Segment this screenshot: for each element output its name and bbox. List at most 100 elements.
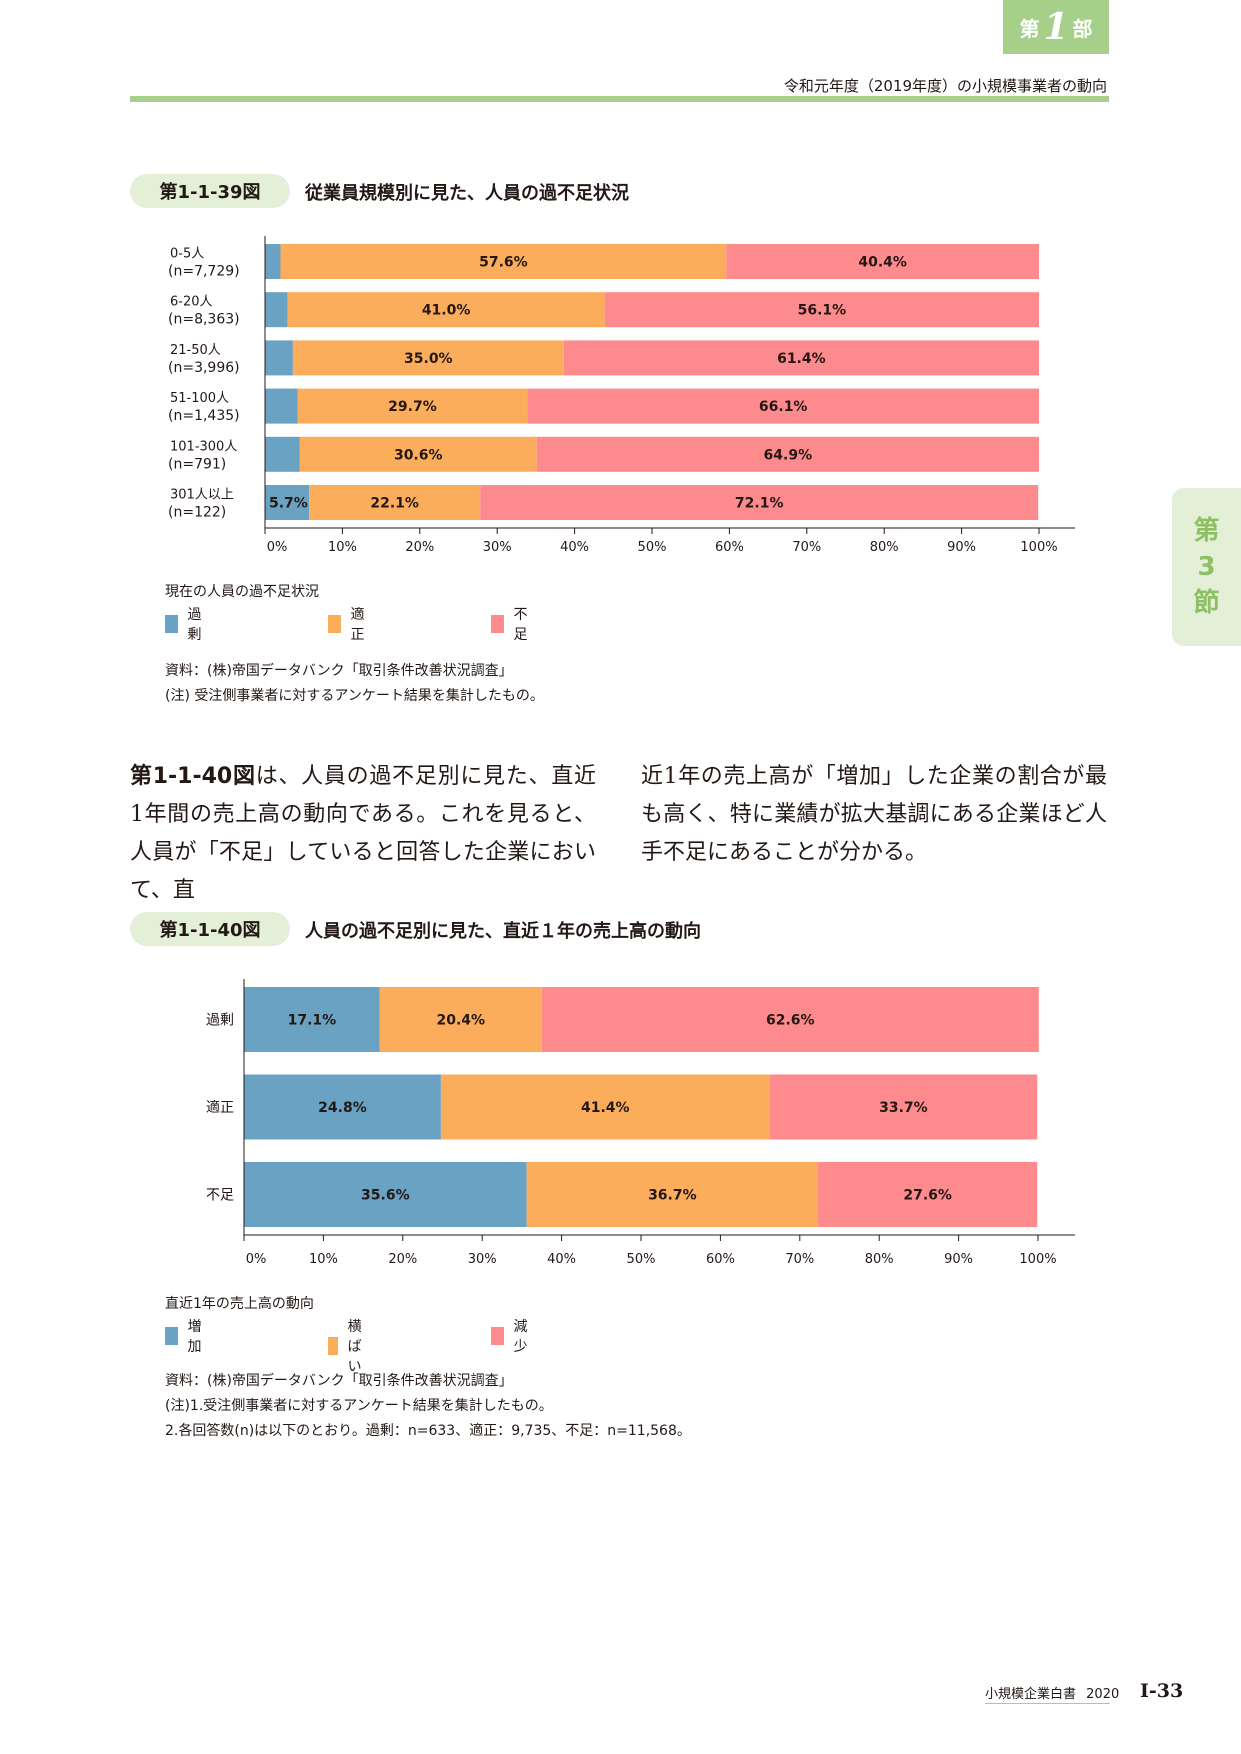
figure1-remark-note: (注) 受注側事業者に対するアンケート結果を集計したもの。 <box>165 688 544 704</box>
x-tick-label-8: 80% <box>865 1252 894 1267</box>
data-label-1-5: 22.1% <box>370 496 419 512</box>
legend-label-0: 過剰 <box>187 607 202 643</box>
x-tick-label-8: 80% <box>870 540 899 555</box>
data-label-2-3: 66.1% <box>759 399 808 415</box>
data-label-2-2: 61.4% <box>777 351 826 367</box>
x-tick-label-1: 10% <box>328 540 357 555</box>
bar-1-2 <box>526 1162 819 1227</box>
x-tick-label-6: 60% <box>715 540 744 555</box>
bar-2-1 <box>769 1074 1038 1140</box>
running-title: 令和元年度（2019年度）の小規模事業者の動向 <box>783 77 1107 95</box>
figure1-badge: 第1-1-39図 <box>130 174 290 208</box>
bar-2-1 <box>604 292 1039 328</box>
x-tick-label-9: 90% <box>947 540 976 555</box>
x-tick-label-4: 40% <box>560 540 589 555</box>
side-tab-char-3: 節 <box>1193 588 1220 618</box>
bar-2-0 <box>541 987 1039 1052</box>
figure2-badge: 第1-1-40図 <box>130 912 290 946</box>
bar-0-5 <box>265 485 310 520</box>
category-label-1: 適正 <box>206 1099 234 1116</box>
bar-1-0 <box>280 244 727 279</box>
bar-0-1 <box>265 292 288 328</box>
bar-1-3 <box>297 388 528 424</box>
legend-swatch-1 <box>328 1337 338 1355</box>
body-lead-ref: 第1-1-40図 <box>130 764 256 789</box>
figure1-source-note: 資料：(株)帝国データバンク「取引条件改善状況調査」 <box>165 663 513 679</box>
footer-rule <box>985 1703 1110 1704</box>
bar-1-5 <box>309 485 481 520</box>
bar-0-3 <box>265 388 298 424</box>
legend-swatch-2 <box>491 1327 504 1345</box>
legend-swatch-0 <box>165 1327 178 1345</box>
category-count-0: (n=7,729) <box>168 264 240 280</box>
category-count-1: (n=8,363) <box>168 312 240 328</box>
page-number: I-33 <box>1140 1680 1184 1702</box>
part-tab: 第 1 部 <box>1003 0 1109 54</box>
part-prefix: 第 <box>1019 16 1040 41</box>
category-count-3: (n=1,435) <box>168 408 240 424</box>
bar-2-4 <box>536 436 1039 472</box>
data-label-1-4: 30.6% <box>394 447 443 463</box>
part-suffix: 部 <box>1072 16 1093 41</box>
data-label-1-0: 57.6% <box>479 255 528 271</box>
bar-2-5 <box>480 485 1039 520</box>
part-number: 1 <box>1043 6 1069 48</box>
category-label-0: 0-5人 <box>170 247 204 262</box>
category-label-2: 不足 <box>206 1188 234 1204</box>
data-label-2-0: 40.4% <box>858 255 907 271</box>
data-label-2-5: 72.1% <box>735 496 784 512</box>
bar-0-2 <box>265 340 293 376</box>
x-tick-label-10: 100% <box>1020 540 1057 555</box>
legend-item-1: 適正 <box>328 604 370 644</box>
data-label-0-0: 17.1% <box>288 1013 337 1029</box>
legend-label-1: 横ばい <box>347 1319 362 1375</box>
legend-label-1: 適正 <box>350 607 365 643</box>
figure1-title: 従業員規模別に見た、人員の過不足状況 <box>305 183 629 204</box>
figure2-legend-title: 直近1年の売上高の動向 <box>165 1296 314 1312</box>
bar-0-4 <box>265 436 300 472</box>
category-label-4: 101-300人 <box>170 439 237 454</box>
category-label-3: 51-100人 <box>170 391 229 406</box>
data-label-0-2: 35.6% <box>361 1188 410 1204</box>
data-label-2-1: 56.1% <box>798 303 847 319</box>
bar-1-4 <box>299 436 537 472</box>
figure2-remark-note: (注)1.受注側事業者に対するアンケート結果を集計したもの。 <box>165 1398 553 1414</box>
category-label-1: 6-20人 <box>170 295 213 310</box>
x-tick-label-0: 0% <box>246 1252 267 1267</box>
category-count-5: (n=122) <box>168 505 226 521</box>
bar-0-0 <box>265 244 281 279</box>
bar-2-0 <box>726 244 1039 279</box>
x-tick-label-0: 0% <box>267 540 288 555</box>
legend-item-0: 増加 <box>165 1316 207 1356</box>
side-tab-char-1: 第 <box>1193 516 1220 546</box>
data-label-2-1: 33.7% <box>879 1100 928 1116</box>
figure2-count-note: 2.各回答数(n)は以下のとおり。過剰：n=633、適正：9,735、不足：n=… <box>165 1423 691 1439</box>
legend-label-0: 増加 <box>187 1319 202 1355</box>
data-label-1-0: 20.4% <box>436 1013 485 1029</box>
bar-0-1 <box>244 1074 441 1140</box>
legend-swatch-1 <box>328 615 341 633</box>
legend-swatch-2 <box>491 615 504 633</box>
data-label-0-1: 24.8% <box>318 1100 367 1116</box>
bar-2-3 <box>527 388 1039 424</box>
x-tick-label-5: 50% <box>638 540 667 555</box>
legend-label-2: 不足 <box>513 607 528 643</box>
footer-book: 小規模企業白書 <box>985 1687 1077 1702</box>
bar-1-0 <box>379 987 542 1052</box>
bar-2-2 <box>563 340 1039 376</box>
legend-item-1: 横ばい <box>328 1316 370 1376</box>
header-rule <box>130 96 1109 102</box>
body-column-2: 近1年の売上高が「増加」した企業の割合が最も高く、特に業績が拡大基調にある企業ほ… <box>641 764 1107 865</box>
x-tick-label-10: 100% <box>1019 1252 1056 1267</box>
bar-1-1 <box>440 1074 770 1140</box>
x-tick-label-6: 60% <box>706 1252 735 1267</box>
x-tick-label-1: 10% <box>309 1252 338 1267</box>
data-label-1-2: 35.0% <box>404 351 453 367</box>
body-column-1-text: は、人員の過不足別に見た、直近1年間の売上高の動向である。これを見ると、人員が「… <box>130 764 596 903</box>
legend-item-0: 過剰 <box>165 604 207 644</box>
data-label-1-2: 36.7% <box>648 1188 697 1204</box>
category-count-4: (n=791) <box>168 456 226 472</box>
section-side-tab: 第 3 節 <box>1172 488 1241 646</box>
data-label-2-2: 27.6% <box>903 1188 952 1204</box>
